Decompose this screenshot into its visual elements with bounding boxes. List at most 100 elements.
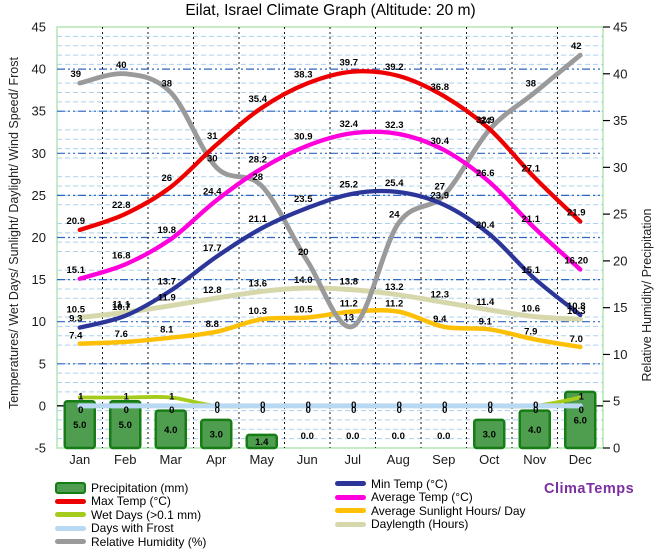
daylength-hours-label: 13.6 xyxy=(249,278,268,289)
legend-label: Average Temp (°C) xyxy=(371,490,473,504)
daylength-hours-label: 11.1 xyxy=(112,299,131,310)
max-temp-c-label: 39.2 xyxy=(385,62,404,73)
left-axis-tick-label: -5 xyxy=(34,441,46,456)
legend-label: Wet Days (>0.1 mm) xyxy=(91,507,202,522)
month-label: Jul xyxy=(344,452,361,467)
days-with-frostlabel: 0 xyxy=(488,405,493,416)
relative-humidity-label: 42 xyxy=(571,41,582,52)
min-temp-line xyxy=(77,188,583,330)
min-temp-c-label: 10.8 xyxy=(567,301,586,312)
chart-title: Eilat, Israel Climate Graph (Altitude: 2… xyxy=(185,2,476,19)
max-temp-c-label: 27.1 xyxy=(522,164,541,175)
right-axis-title: Relative Humidity/ Precipitation xyxy=(640,208,654,382)
climatemps-watermark: ClimaTemps xyxy=(544,481,635,497)
precipitation-label: 0.0 xyxy=(301,431,314,442)
days-with-frostlabel: 0 xyxy=(78,405,83,416)
max-temp-c-label: 22.8 xyxy=(112,200,131,211)
relative-humidity-label: 39 xyxy=(70,69,81,80)
average-temp-c-label: 19.8 xyxy=(158,225,177,236)
wet-days-mm-label: 1 xyxy=(579,391,585,402)
relative-humidity-label: 24 xyxy=(389,209,400,220)
wet-days-swatch xyxy=(55,512,86,517)
precipitation-label: 5.0 xyxy=(73,420,86,431)
precipitation-label: 0.0 xyxy=(392,431,405,442)
min-temp-c-label: 15.1 xyxy=(522,265,541,276)
right-axis-tick-label: 30 xyxy=(613,160,627,175)
min-temp-c-label: 20.4 xyxy=(476,220,495,231)
days-with-frostlabel: 0 xyxy=(215,405,220,416)
average-sunlight-hours-daylabel: 7.6 xyxy=(115,329,128,340)
min-temp-c-label: 10.7 xyxy=(112,302,131,313)
left-axis-title: Temperatures/ Wet Days/ Sunlight/ Daylig… xyxy=(7,57,21,410)
daylength-hours-label: 11.9 xyxy=(158,293,176,304)
wet-days-mm-label: 0 xyxy=(442,400,447,411)
min-temp-c-label: 9.3 xyxy=(69,314,82,325)
frost-swatch xyxy=(55,525,86,531)
max-temp-c-label: 20.9 xyxy=(67,216,86,227)
left-axis-tick-label: 25 xyxy=(32,188,46,203)
month-label: Feb xyxy=(114,452,136,467)
precipitation-bar xyxy=(63,399,96,450)
wet-days-mm-label: 0 xyxy=(215,400,220,411)
month-label: Sep xyxy=(432,452,455,467)
daylength-hours-label: 11.4 xyxy=(476,297,495,308)
max-temp-c-label: 26 xyxy=(161,173,172,184)
max-temp-line xyxy=(77,69,583,233)
max-temp-c-label: 31 xyxy=(207,131,218,142)
precipitation-label: 4.0 xyxy=(164,425,177,436)
min-temp-c-label: 25.4 xyxy=(385,178,404,189)
relative-humidity-label: 38 xyxy=(525,78,536,89)
legend-item-frost: Days with Frost xyxy=(55,521,174,535)
average-temp-c-label: 21.1 xyxy=(522,214,541,225)
relative-humidity-label: 13 xyxy=(343,312,354,323)
relative-humidity-label: 38 xyxy=(161,78,172,89)
daylength-hours-label: 12.8 xyxy=(203,285,222,296)
average-sunlight-hours-daylabel: 8.8 xyxy=(206,319,219,330)
legend-label: Average Sunlight Hours/ Day xyxy=(371,503,526,518)
month-label: May xyxy=(249,452,274,467)
legend-item-max-temp: Max Temp (°C) xyxy=(55,494,171,508)
precipitation-label: 6.0 xyxy=(574,415,587,426)
relative-humidity-label: 27 xyxy=(434,181,445,192)
right-axis-tick-label: 35 xyxy=(613,113,627,128)
max-temp-c-label: 21.9 xyxy=(567,208,586,219)
left-axis-tick-label: 20 xyxy=(32,230,46,245)
min-temp-c-label: 23.5 xyxy=(294,194,313,205)
legend-label: Daylength (Hours) xyxy=(371,517,469,531)
precipitation-label: 3.0 xyxy=(483,429,496,440)
precipitation-swatch xyxy=(55,481,86,494)
average-temp-c-label: 26.6 xyxy=(476,168,495,179)
right-axis-tick-label: 15 xyxy=(613,300,627,315)
average-sunlight-hours-daylabel: 11.2 xyxy=(340,299,358,310)
wet-days-mm-label: 0 xyxy=(351,400,356,411)
month-label: Nov xyxy=(523,452,547,467)
average-sunlight-hours-daylabel: 9.4 xyxy=(433,314,447,325)
month-label: Dec xyxy=(569,452,593,467)
average-sunlight-hours-daylabel: 8.1 xyxy=(160,325,174,336)
legend-item-precipitation: Precipitation (mm) xyxy=(55,481,188,495)
daylength-hours-label: 10.3 xyxy=(567,306,586,317)
daylength-hours-label: 13.8 xyxy=(340,277,359,288)
average-temp-c-label: 15.1 xyxy=(67,265,86,276)
month-label: Jan xyxy=(69,452,90,467)
relative-humidity-label: 34 xyxy=(480,116,491,127)
left-axis-tick-label: 45 xyxy=(32,20,46,35)
days-with-frostlabel: 0 xyxy=(533,405,538,416)
left-axis-tick-label: 30 xyxy=(32,146,46,161)
days-with-frostlabel: 0 xyxy=(579,405,584,416)
left-axis-tick-label: 10 xyxy=(32,314,46,329)
max-temp-c-label: 35.4 xyxy=(249,94,268,105)
month-label: Aug xyxy=(387,452,410,467)
wet-days-mm-label: 1 xyxy=(78,391,84,402)
days-with-frostlabel: 0 xyxy=(397,405,402,416)
daylength-hours-label: 14.0 xyxy=(294,275,313,286)
legend-label: Max Temp (°C) xyxy=(91,494,171,508)
wet-days-mm-label: 1 xyxy=(169,391,175,402)
wet-days-mm-label: 0 xyxy=(306,400,311,411)
right-axis-tick-label: 0 xyxy=(613,441,620,456)
max-temp-c-label: 38.3 xyxy=(294,69,313,80)
avg-temp-line xyxy=(77,129,583,281)
right-axis-tick-label: 20 xyxy=(613,253,627,268)
min-temp-c-label: 17.7 xyxy=(203,243,222,254)
